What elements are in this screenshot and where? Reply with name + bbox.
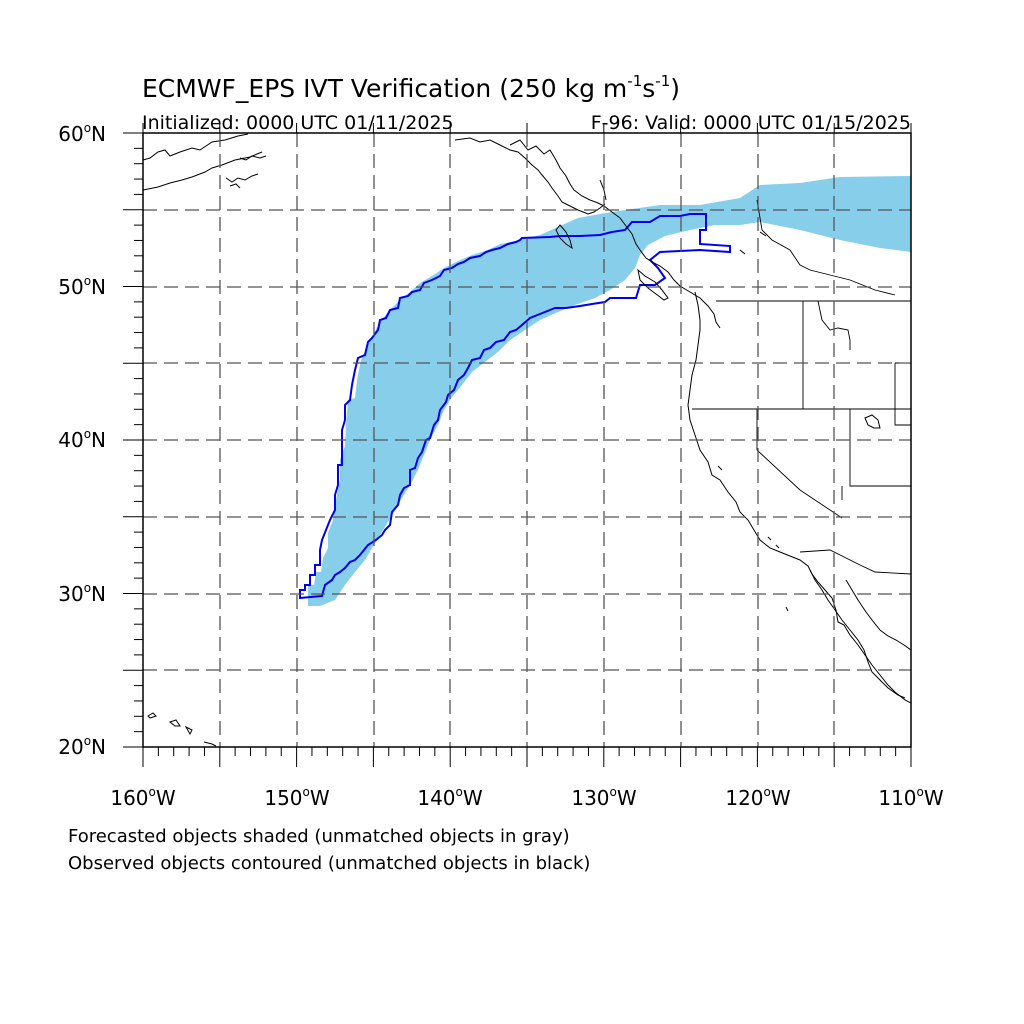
lon-label-130w: 130oW	[571, 785, 637, 810]
observed-ivt-contour	[299, 213, 731, 600]
lat-label-50n: 50oN	[58, 274, 106, 299]
longitude-labels: 160oW 150oW 140oW 130oW 120oW 110oW	[110, 785, 944, 810]
lat-label-30n: 30oN	[58, 581, 106, 606]
lat-label-20n: 20oN	[58, 734, 106, 759]
political-borders	[692, 199, 911, 575]
lon-label-140w: 140oW	[417, 785, 483, 810]
lat-label-40n: 40oN	[58, 427, 106, 452]
figure-title: ECMWF_EPS IVT Verification (250 kg m-1s-…	[142, 72, 680, 103]
lon-label-150w: 150oW	[264, 785, 330, 810]
legend-forecast-note: Forecasted objects shaded (unmatched obj…	[68, 826, 570, 847]
legend-observed-note: Observed objects contoured (unmatched ob…	[68, 853, 590, 874]
lat-label-60n: 60oN	[58, 121, 106, 146]
initialized-label: Initialized: 0000 UTC 01/11/2025	[142, 112, 454, 134]
valid-time-label: F-96: Valid: 0000 UTC 01/15/2025	[591, 112, 911, 134]
axis-ticks	[123, 123, 912, 767]
coastlines	[143, 133, 911, 747]
latitude-labels: 60oN 50oN 40oN 30oN 20oN	[58, 121, 106, 759]
graticule	[143, 133, 911, 747]
lon-label-110w: 110oW	[878, 785, 944, 810]
lon-label-160w: 160oW	[110, 785, 176, 810]
lon-label-120w: 120oW	[725, 785, 791, 810]
forecast-ivt-object	[308, 176, 911, 606]
map-area	[143, 133, 911, 747]
